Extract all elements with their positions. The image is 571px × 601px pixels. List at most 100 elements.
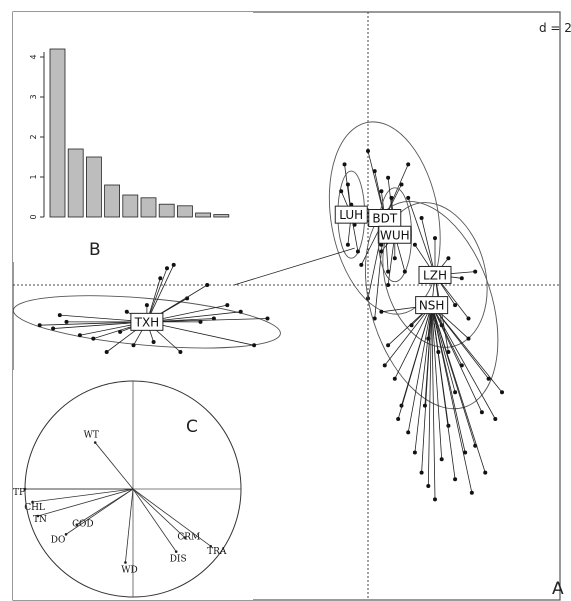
site-label-wuh: WUH — [380, 228, 410, 242]
vector-cod — [76, 488, 134, 525]
point-nsh — [419, 470, 424, 475]
variable-label-tra: TRA — [207, 547, 227, 557]
point-nsh — [486, 376, 491, 381]
point-txh — [124, 309, 129, 314]
vector-wt — [94, 442, 134, 490]
point-nsh — [392, 376, 397, 381]
point-txh — [205, 283, 210, 287]
point-luh — [349, 202, 354, 207]
vector-tip-tp — [23, 487, 27, 491]
vector-tip-chl — [31, 500, 34, 504]
vector-tip-tra — [209, 544, 213, 548]
point-txh — [171, 262, 176, 267]
ellipse-txh — [12, 295, 281, 349]
point-lzh — [406, 195, 411, 200]
point-nsh — [382, 363, 387, 368]
point-txh — [104, 350, 109, 354]
vector-tn — [37, 488, 134, 517]
point-lzh — [453, 303, 458, 308]
point-txh — [64, 319, 69, 324]
correlation-circle: WT TP CHL TN DO COD WD DIS CRM TRA C — [13, 370, 253, 600]
ellipse-lzh — [382, 202, 488, 348]
eigen-bar-10 — [213, 214, 230, 218]
vector-tra — [132, 488, 211, 547]
spoke-lzh — [407, 197, 436, 276]
point-lzh — [433, 236, 437, 241]
point-bdt — [406, 162, 411, 167]
point-nsh — [466, 336, 471, 341]
point-txh — [118, 329, 123, 334]
plot-frame — [12, 11, 561, 601]
point-luh — [342, 162, 347, 167]
variable-label-crm: CRM — [177, 533, 200, 543]
spoke-nsh — [431, 305, 443, 460]
variable-label-wd: WD — [121, 565, 137, 575]
site-label-box-nsh — [415, 296, 449, 315]
vector-wd — [125, 488, 134, 563]
point-txh — [158, 276, 163, 281]
site-label-bdt: BDT — [372, 212, 397, 226]
point-lzh — [419, 216, 424, 220]
point-lzh — [446, 350, 451, 354]
ordination-plot: TXH LUH BDT WUH LZH NSH — [12, 121, 504, 502]
point-nsh — [500, 390, 504, 395]
spoke-nsh — [384, 304, 432, 366]
site-label-txh: TXH — [134, 315, 160, 329]
point-wuh — [392, 256, 397, 261]
point-txh — [144, 303, 149, 308]
point-txh — [238, 309, 243, 314]
point-nsh — [422, 403, 427, 408]
spoke-nsh — [424, 305, 433, 406]
variable-label-chl: CHL — [24, 503, 45, 513]
eigen-bar-7 — [158, 203, 175, 218]
point-nsh — [453, 477, 458, 482]
spoke-nsh — [394, 304, 433, 379]
point-lzh — [466, 316, 471, 321]
vector-tip-tn — [36, 514, 40, 518]
point-bdt — [372, 169, 377, 174]
point-bdt — [366, 149, 370, 153]
spoke-nsh — [431, 305, 466, 453]
spoke-nsh — [431, 304, 503, 393]
vector-dis — [132, 488, 177, 552]
ellipse-nsh — [364, 201, 499, 410]
point-luh — [345, 242, 350, 247]
site-label-box-txh — [130, 312, 164, 331]
point-nsh — [379, 309, 384, 314]
site-label-lzh: LZH — [423, 268, 447, 282]
point-bdt — [399, 182, 404, 187]
spoke-nsh — [431, 304, 496, 420]
point-bdt — [379, 189, 384, 194]
point-lzh — [459, 276, 464, 281]
vector-tip-dis — [174, 550, 178, 553]
spoke-txh — [146, 264, 175, 323]
point-nsh — [479, 410, 484, 415]
point-txh — [198, 319, 203, 324]
point-nsh — [469, 490, 474, 495]
site-label-luh: LUH — [339, 208, 363, 222]
eigen-bar-5 — [122, 194, 139, 218]
panel-label-a: A — [552, 579, 564, 599]
point-txh — [185, 296, 190, 301]
site-label-box-wuh — [378, 225, 412, 244]
point-nsh — [406, 430, 411, 435]
site-label-nsh: NSH — [419, 299, 445, 313]
point-txh — [77, 333, 82, 338]
spoke-nsh — [427, 305, 433, 487]
point-nsh — [439, 457, 444, 462]
variable-label-tn: TN — [33, 515, 47, 525]
point-nsh — [412, 450, 417, 455]
point-txh — [265, 316, 270, 321]
point-txh — [37, 323, 42, 328]
spoke-txh — [39, 321, 147, 326]
point-wuh — [402, 269, 407, 274]
point-nsh — [463, 450, 468, 455]
spoke-nsh — [397, 304, 433, 420]
spoke-txh — [146, 321, 255, 346]
spoke-nsh — [407, 305, 433, 433]
point-bdt — [372, 316, 377, 321]
point-txh — [131, 343, 136, 348]
point-nsh — [493, 417, 498, 421]
variable-label-tp: TP — [13, 488, 25, 498]
point-nsh — [433, 497, 437, 502]
